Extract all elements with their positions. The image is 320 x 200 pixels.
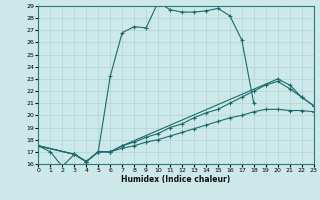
X-axis label: Humidex (Indice chaleur): Humidex (Indice chaleur) (121, 175, 231, 184)
